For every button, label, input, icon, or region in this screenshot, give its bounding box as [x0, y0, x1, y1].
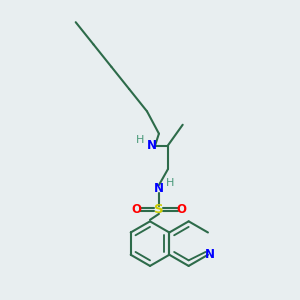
Text: O: O [176, 203, 186, 216]
Text: H: H [136, 135, 144, 145]
Text: O: O [132, 203, 142, 216]
Text: N: N [146, 139, 157, 152]
Text: N: N [205, 248, 215, 261]
Text: N: N [154, 182, 164, 195]
Text: S: S [154, 203, 164, 216]
Text: H: H [166, 178, 174, 188]
